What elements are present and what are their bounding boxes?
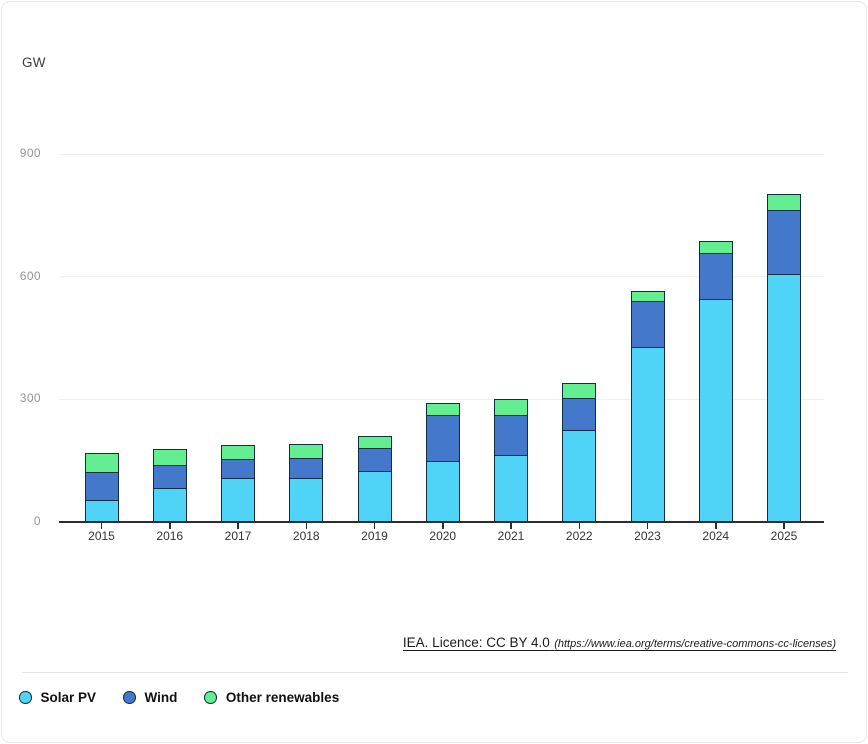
bar-segment-wind-2024[interactable] xyxy=(698,252,733,300)
bar-segment-other-renewables-2022[interactable] xyxy=(562,382,597,399)
x-axis-label: 2020 xyxy=(429,529,457,543)
bar-segment-wind-2021[interactable] xyxy=(494,414,528,455)
footer-divider xyxy=(22,672,848,673)
y-axis-tick-label: 300 xyxy=(19,391,41,405)
legend-item-wind[interactable]: Wind xyxy=(123,690,177,705)
x-axis-tick xyxy=(169,522,171,529)
x-axis-tick xyxy=(100,522,103,529)
legend: Solar PV Wind Other renewables xyxy=(19,690,339,705)
x-axis-label: 2017 xyxy=(224,529,252,543)
licence-url-text: (https://www.iea.org/terms/creative-comm… xyxy=(554,638,836,650)
bar-segment-wind-2017[interactable] xyxy=(221,459,255,478)
gridline xyxy=(59,276,824,277)
solar-pv-swatch-icon xyxy=(19,691,32,704)
bar-segment-solar-pv-2020[interactable] xyxy=(425,461,460,522)
x-axis-label: 2021 xyxy=(497,529,525,543)
x-axis-label: 2015 xyxy=(88,529,115,543)
x-axis-tick xyxy=(715,522,717,529)
bar-segment-other-renewables-2020[interactable] xyxy=(425,402,460,416)
bar-segment-wind-2016[interactable] xyxy=(152,464,187,488)
bar-segment-other-renewables-2017[interactable] xyxy=(221,445,255,460)
bar-segment-other-renewables-2019[interactable] xyxy=(357,436,392,448)
x-axis-tick xyxy=(783,522,785,529)
bar-segment-solar-pv-2019[interactable] xyxy=(357,471,392,522)
x-axis-label: 2024 xyxy=(702,529,730,543)
bar-segment-wind-2022[interactable] xyxy=(562,398,597,431)
legend-item-other-renewables[interactable]: Other renewables xyxy=(204,690,339,705)
x-axis-label: 2023 xyxy=(634,529,661,543)
y-axis-unit-label: GW xyxy=(22,55,46,70)
legend-label-wind: Wind xyxy=(144,690,178,705)
x-axis-tick xyxy=(646,522,649,529)
bar-segment-other-renewables-2015[interactable] xyxy=(84,453,119,472)
bar-segment-other-renewables-2024[interactable] xyxy=(698,240,733,253)
bar-segment-other-renewables-2025[interactable] xyxy=(767,194,801,210)
bar-segment-wind-2019[interactable] xyxy=(357,448,392,472)
x-axis-label: 2025 xyxy=(770,529,798,543)
x-axis-label: 2016 xyxy=(156,529,184,543)
bar-segment-other-renewables-2023[interactable] xyxy=(630,291,665,301)
licence-link[interactable]: IEA. Licence: CC BY 4.0 (https://www.iea… xyxy=(403,634,836,652)
bar-segment-solar-pv-2022[interactable] xyxy=(562,430,597,522)
x-axis-tick xyxy=(442,522,444,529)
bar-segment-solar-pv-2023[interactable] xyxy=(630,347,665,522)
x-axis-tick xyxy=(305,522,307,529)
x-axis-line xyxy=(59,520,824,523)
bar-segment-solar-pv-2017[interactable] xyxy=(221,477,255,522)
bar-segment-other-renewables-2016[interactable] xyxy=(152,448,187,465)
y-axis-tick-label: 0 xyxy=(33,513,41,528)
bar-segment-solar-pv-2018[interactable] xyxy=(289,477,324,522)
bar-segment-wind-2023[interactable] xyxy=(630,300,665,348)
x-axis-label: 2019 xyxy=(361,529,388,543)
bar-segment-other-renewables-2018[interactable] xyxy=(289,444,324,458)
x-axis-label: 2018 xyxy=(292,529,320,543)
legend-label-solar-pv: Solar PV xyxy=(40,690,97,705)
licence-text: IEA. Licence: CC BY 4.0 xyxy=(402,635,550,650)
x-axis-tick xyxy=(510,522,512,529)
bar-segment-wind-2020[interactable] xyxy=(425,415,460,462)
x-axis-label: 2022 xyxy=(565,529,593,543)
wind-swatch-icon xyxy=(123,691,136,704)
bar-segment-wind-2015[interactable] xyxy=(84,471,119,500)
gridline xyxy=(59,153,824,155)
bar-segment-solar-pv-2024[interactable] xyxy=(698,299,733,522)
bar-segment-wind-2025[interactable] xyxy=(767,209,801,275)
bar-segment-other-renewables-2021[interactable] xyxy=(494,399,528,415)
gridline xyxy=(59,398,824,400)
bar-segment-solar-pv-2015[interactable] xyxy=(84,499,119,522)
x-axis-tick xyxy=(237,522,239,529)
legend-label-other-renewables: Other renewables xyxy=(225,690,340,705)
bar-segment-solar-pv-2025[interactable] xyxy=(767,274,801,522)
bar-segment-solar-pv-2016[interactable] xyxy=(152,487,187,522)
x-axis-tick xyxy=(373,522,376,529)
x-axis-tick xyxy=(578,522,580,529)
legend-item-solar-pv[interactable]: Solar PV xyxy=(19,690,96,705)
other-renewables-swatch-icon xyxy=(204,691,217,704)
y-axis-tick-label: 900 xyxy=(19,146,41,160)
bar-segment-solar-pv-2021[interactable] xyxy=(494,454,528,522)
bar-segment-wind-2018[interactable] xyxy=(289,457,324,478)
y-axis-tick-label: 600 xyxy=(19,268,41,283)
